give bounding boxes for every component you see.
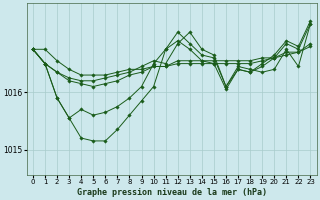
X-axis label: Graphe pression niveau de la mer (hPa): Graphe pression niveau de la mer (hPa) — [77, 188, 267, 197]
